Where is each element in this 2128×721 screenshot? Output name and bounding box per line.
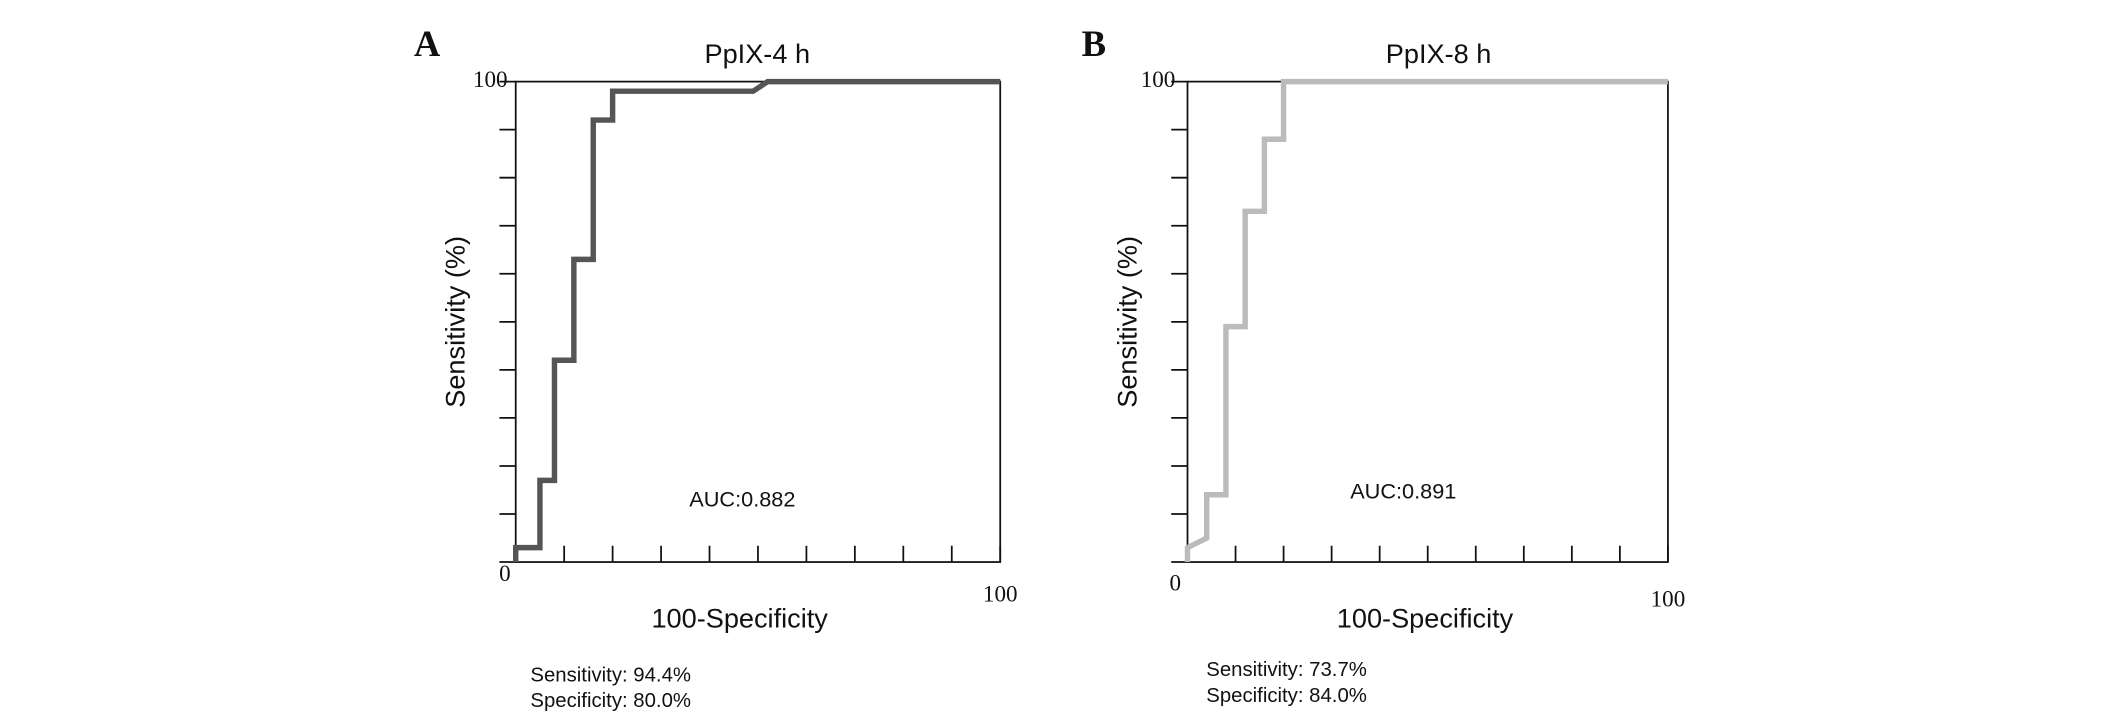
y-tick-label: 0	[1170, 569, 1182, 595]
auc-annotation: AUC:0.882	[689, 487, 795, 512]
x-axis-label: 100-Specificity	[651, 603, 828, 634]
chart-title: PpIX-8 h	[1386, 38, 1492, 69]
x-tick-label: 100	[983, 580, 1018, 606]
stat-note: Sensitivity: 94.4%	[530, 664, 691, 686]
roc-curve	[1184, 78, 1668, 563]
x-axis-label: 100-Specificity	[1337, 603, 1514, 634]
y-axis-label: Sensitivity (%)	[1111, 236, 1142, 408]
x-tick-label: 100	[1651, 586, 1686, 612]
y-tick-label: 0	[499, 560, 511, 586]
stat-note: Specificity: 80.0%	[530, 690, 691, 712]
y-tick-label: 100	[473, 66, 508, 92]
stat-note: Sensitivity: 73.7%	[1206, 659, 1367, 681]
y-axis-label: Sensitivity (%)	[440, 236, 471, 408]
panel-label: A	[414, 23, 441, 64]
auc-annotation: AUC:0.891	[1350, 479, 1456, 504]
y-tick-label: 100	[1141, 66, 1176, 92]
panel-label: B	[1082, 23, 1106, 64]
chart-title: PpIX-4 h	[705, 38, 811, 69]
stat-note: Specificity: 84.0%	[1206, 685, 1367, 707]
roc-curve	[513, 78, 1001, 563]
